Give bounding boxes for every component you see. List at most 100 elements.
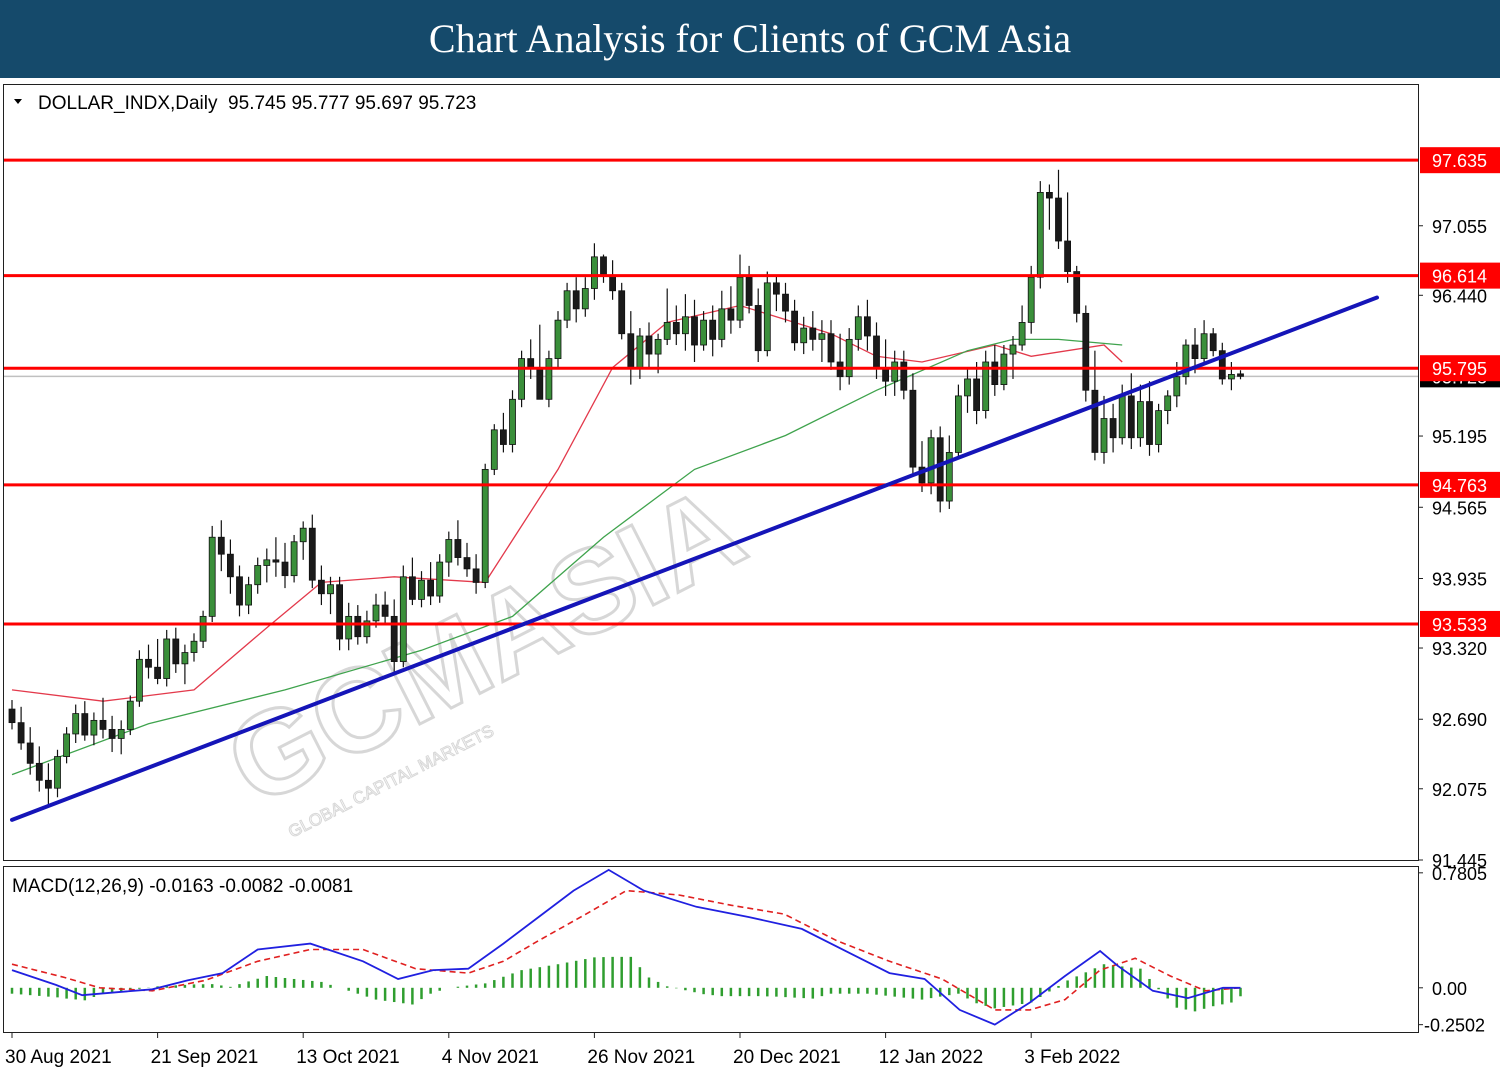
candle-body	[45, 779, 52, 789]
candle	[163, 629, 171, 687]
candle-body	[445, 539, 453, 563]
candle-body	[63, 733, 70, 757]
candle-body	[281, 561, 289, 577]
price-tick-label: 94.565	[1432, 498, 1487, 518]
candle	[1055, 169, 1062, 249]
candle	[1182, 339, 1190, 385]
candle-body	[1173, 376, 1181, 397]
candle	[572, 277, 580, 323]
price-tick-label: 91.445	[1432, 851, 1487, 871]
candle-body	[918, 466, 926, 484]
candle	[563, 282, 571, 329]
candle	[1200, 320, 1208, 366]
candle	[308, 514, 316, 589]
date-tick-label: 4 Nov 2021	[442, 1047, 539, 1068]
candle-body	[645, 335, 653, 355]
candle	[54, 749, 61, 798]
candle-body	[591, 256, 598, 289]
candle	[645, 322, 653, 368]
candle	[1100, 395, 1108, 464]
candle-body	[418, 579, 425, 600]
candle	[791, 299, 798, 351]
candle-body	[754, 305, 762, 352]
candle-body	[1155, 410, 1162, 445]
candle-body	[1109, 418, 1117, 439]
candle	[1046, 184, 1053, 230]
candle-body	[518, 358, 525, 400]
candle-body	[600, 256, 607, 276]
candle-body	[945, 452, 953, 502]
candle	[1036, 181, 1044, 289]
candle	[327, 576, 334, 615]
candle	[263, 548, 271, 583]
candle-body	[1082, 312, 1090, 391]
candle	[190, 633, 198, 662]
candle	[754, 288, 762, 362]
candle	[445, 531, 453, 577]
candle	[509, 390, 516, 453]
level-tag-3	[1420, 471, 1500, 498]
candle-body	[499, 429, 507, 445]
candle	[691, 299, 698, 362]
macd-tick-label: 0.7805	[1432, 864, 1487, 884]
candle-body	[345, 615, 353, 640]
candle	[472, 554, 480, 594]
dropdown-triangle-icon[interactable]	[14, 99, 22, 104]
candle-body	[1237, 373, 1244, 377]
candle	[135, 650, 143, 707]
candle	[545, 350, 553, 408]
candle-body	[145, 658, 152, 668]
candle	[381, 591, 389, 626]
candle	[17, 706, 25, 750]
level-tag-label: 93.533	[1432, 615, 1487, 635]
candle	[982, 350, 990, 419]
date-tick-label: 26 Nov 2021	[587, 1047, 695, 1068]
candle	[481, 463, 489, 589]
candle	[854, 305, 862, 351]
candle	[672, 305, 680, 346]
candle	[90, 712, 98, 746]
candle-body	[618, 290, 626, 335]
candle-body	[1127, 395, 1135, 439]
candle	[618, 282, 626, 340]
date-tick-label: 21 Sep 2021	[151, 1047, 259, 1068]
candle	[81, 701, 89, 741]
candle-body	[363, 620, 371, 638]
macd-main-line	[11, 868, 1241, 1026]
candle	[390, 599, 398, 673]
candle-body	[900, 361, 908, 391]
candle-body	[554, 319, 562, 359]
candle	[663, 288, 671, 346]
candle	[682, 294, 689, 351]
candle	[454, 520, 462, 566]
macd-header: MACD(12,26,9) -0.0163 -0.0082 -0.0081	[12, 876, 353, 897]
candle-body	[973, 378, 980, 412]
candle	[281, 542, 289, 589]
candle	[1209, 328, 1217, 357]
candle-body	[1009, 344, 1017, 355]
candle-body	[72, 713, 80, 735]
candle	[126, 695, 134, 736]
candle-body	[208, 536, 216, 617]
candle	[1237, 370, 1244, 380]
candle	[35, 746, 43, 792]
candle	[408, 557, 416, 606]
candle	[499, 412, 507, 453]
candle-body	[35, 762, 43, 781]
candle-body	[581, 288, 589, 310]
candle-body	[1027, 276, 1035, 323]
level-tag-2	[1420, 355, 1500, 382]
candle-body	[472, 568, 480, 583]
candle-body	[763, 282, 771, 352]
candle-body	[126, 700, 134, 730]
candle	[290, 534, 298, 583]
candle-body	[691, 316, 698, 346]
date-tick-label: 30 Aug 2021	[5, 1047, 112, 1068]
candle	[236, 565, 243, 617]
candle-body	[99, 719, 107, 730]
candle-body	[436, 561, 444, 597]
candle	[1146, 381, 1153, 456]
price-panel-frame	[3, 84, 1419, 861]
macd-tick-label: -0.2502	[1424, 1016, 1485, 1036]
price-tick-label: 92.690	[1432, 710, 1487, 730]
